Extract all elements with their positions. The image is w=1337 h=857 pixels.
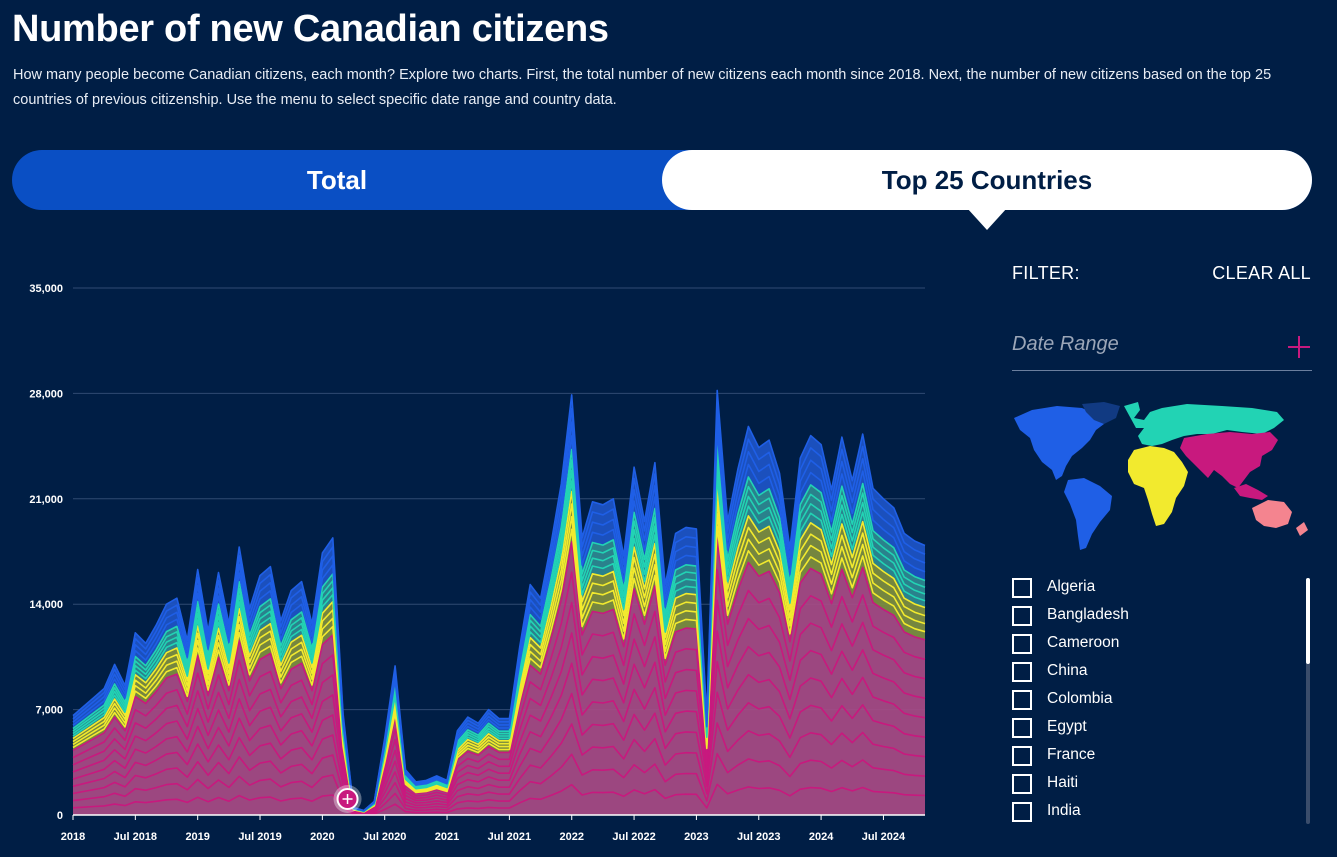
x-tick-label: Jul 2021 <box>488 831 531 843</box>
strand-europe <box>72 476 926 813</box>
country-item-france[interactable]: France <box>1012 742 1302 770</box>
x-tick-label: 2019 <box>185 831 209 843</box>
date-range-dropdown[interactable]: Date Range <box>1012 328 1312 371</box>
strand-asia <box>72 568 926 814</box>
checkbox[interactable] <box>1012 690 1032 710</box>
y-axis: 0 7,000 14,000 21,000 28,000 35,000 <box>29 283 63 822</box>
country-item-bangladesh[interactable]: Bangladesh <box>1012 602 1302 630</box>
strand-asia <box>72 691 926 815</box>
clear-all-button[interactable]: CLEAR ALL <box>1212 263 1311 283</box>
strand-asia <box>72 630 926 814</box>
x-tick-label: Jul 2024 <box>862 831 906 843</box>
checkbox[interactable] <box>1012 746 1032 766</box>
strand-americas <box>72 431 926 812</box>
map-region-europe-russia[interactable] <box>1124 402 1284 446</box>
strand-europe <box>72 466 926 813</box>
country-label: India <box>1047 802 1081 819</box>
checkbox[interactable] <box>1012 606 1032 626</box>
checkbox[interactable] <box>1012 578 1032 598</box>
x-tick-label: Jul 2022 <box>612 831 655 843</box>
strand-europe <box>72 455 926 812</box>
country-list: Algeria Bangladesh Cameroon China Colomb… <box>1012 574 1302 829</box>
checkbox[interactable] <box>1012 774 1032 794</box>
map-region-se-asia[interactable] <box>1234 484 1268 500</box>
active-tab-pointer <box>967 208 1007 230</box>
country-label: Colombia <box>1047 690 1113 707</box>
scrollbar-thumb[interactable] <box>1306 578 1310 664</box>
strand-asia <box>72 722 926 815</box>
strand-americas <box>72 417 926 812</box>
country-list-scrollbar[interactable] <box>1306 578 1310 824</box>
country-label: Cameroon <box>1047 634 1120 651</box>
date-range-label: Date Range <box>1012 333 1119 355</box>
x-tick-label: 2022 <box>559 831 583 843</box>
y-tick-label: 28,000 <box>29 388 63 400</box>
chart-strands <box>72 389 926 816</box>
map-region-africa[interactable] <box>1128 446 1188 526</box>
chart-tabs: Total Top 25 Countries <box>12 150 1312 210</box>
strand-africa <box>72 487 926 813</box>
x-axis: 2018 Jul 2018 2019 Jul 2019 2020 Jul 2020 2021… <box>61 814 925 843</box>
filter-label: FILTER: <box>1012 263 1080 283</box>
y-tick-label: 7,000 <box>35 705 63 717</box>
country-item-india[interactable]: India <box>1012 798 1302 826</box>
strand-asia <box>72 752 926 816</box>
country-label: Egypt <box>1047 718 1087 735</box>
stacked-area-chart[interactable]: 0 7,000 14,000 21,000 28,000 35,000 2018 Jul 2… <box>0 262 960 857</box>
country-item-haiti[interactable]: Haiti <box>1012 770 1302 798</box>
x-tick-label: 2020 <box>310 831 334 843</box>
strand-europe <box>72 444 926 812</box>
country-item-algeria[interactable]: Algeria <box>1012 574 1302 602</box>
world-map[interactable] <box>1012 400 1312 555</box>
strand-asia <box>72 599 926 814</box>
strand-africa <box>72 500 926 813</box>
x-tick-label: Jul 2019 <box>238 831 281 843</box>
plus-icon[interactable] <box>1288 336 1310 358</box>
strand-asia <box>72 783 926 816</box>
country-label: Haiti <box>1047 774 1079 791</box>
checkbox[interactable] <box>1012 634 1032 654</box>
x-tick-label: 2023 <box>684 831 708 843</box>
strand-asia <box>72 660 926 815</box>
tab-total[interactable]: Total <box>306 165 368 195</box>
country-label: France <box>1047 746 1096 763</box>
country-item-egypt[interactable]: Egypt <box>1012 714 1302 742</box>
map-region-south-america[interactable] <box>1064 478 1112 550</box>
x-tick-label: 2021 <box>435 831 459 843</box>
checkbox[interactable] <box>1012 662 1032 682</box>
strand-asia <box>72 538 926 813</box>
x-tick-label: 2018 <box>61 831 85 843</box>
x-tick-label: 2024 <box>809 831 834 843</box>
tab-top-25-countries[interactable]: Top 25 Countries <box>662 150 1312 210</box>
page-title: Number of new Canadian citizens <box>12 8 609 50</box>
strand-africa <box>72 512 926 813</box>
strand-africa <box>72 525 926 813</box>
country-item-cameroon[interactable]: Cameroon <box>1012 630 1302 658</box>
strand-americas <box>72 389 926 812</box>
country-label: China <box>1047 662 1088 679</box>
y-tick-label: 0 <box>57 810 63 822</box>
y-tick-label: 14,000 <box>29 599 63 611</box>
x-tick-label: Jul 2018 <box>114 831 157 843</box>
y-tick-label: 35,000 <box>29 283 63 295</box>
map-region-north-america[interactable] <box>1014 406 1104 480</box>
country-item-china[interactable]: China <box>1012 658 1302 686</box>
checkbox[interactable] <box>1012 802 1032 822</box>
map-region-greenland[interactable] <box>1082 402 1120 424</box>
checkbox[interactable] <box>1012 718 1032 738</box>
timeline-marker <box>333 785 362 813</box>
page-subtitle: How many people become Canadian citizens… <box>13 67 1272 108</box>
country-label: Bangladesh <box>1047 606 1129 623</box>
map-region-oceania[interactable] <box>1252 500 1308 536</box>
country-item-colombia[interactable]: Colombia <box>1012 686 1302 714</box>
x-tick-label: Jul 2023 <box>737 831 780 843</box>
map-region-asia[interactable] <box>1180 432 1278 488</box>
country-label: Algeria <box>1047 578 1096 595</box>
y-tick-label: 21,000 <box>29 494 63 506</box>
strand-americas <box>72 403 926 812</box>
x-tick-label: Jul 2020 <box>363 831 406 843</box>
